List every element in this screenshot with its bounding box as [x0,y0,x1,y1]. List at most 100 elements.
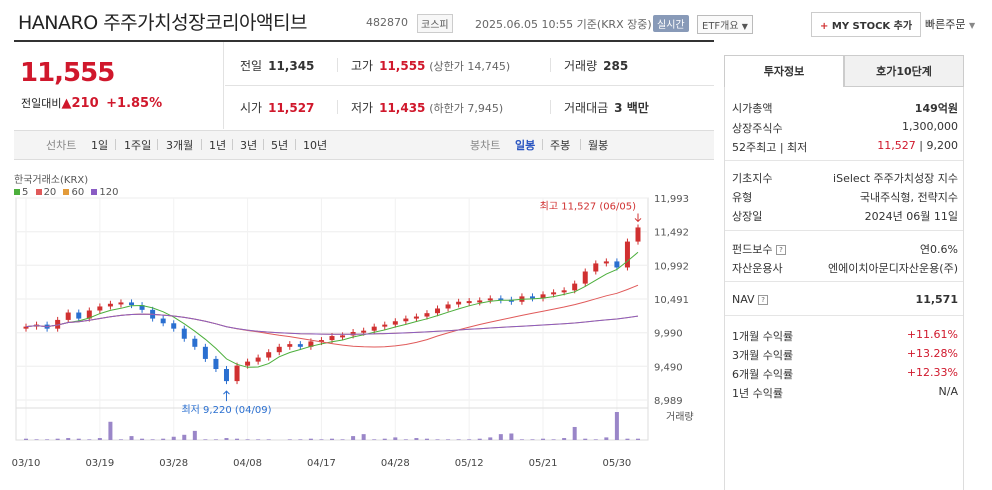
candle-chart-label[interactable]: 봉차트 [470,139,501,152]
volume-bar [224,438,229,440]
volume-bar [235,438,240,440]
etf-overview-dropdown[interactable]: ETF개요 ▼ [697,15,753,34]
candle-body [614,261,620,268]
prev-close-row: 전일 11,345 [240,59,315,73]
volume-bar [24,438,28,440]
help-icon[interactable]: ? [758,295,769,305]
divider [337,100,338,114]
tab-1y[interactable]: 1년 [209,139,227,152]
quick-order-button[interactable]: 빠른주문 ▼ [925,16,975,32]
volume-bar [129,436,134,440]
quick-order-label: 빠른주문 [925,18,966,31]
volume-bar [446,439,451,440]
volume-bar [625,438,630,440]
candle-body [487,298,493,301]
volume-bar [118,439,123,440]
tab-investment-info[interactable]: 투자정보 [724,55,844,87]
high-row: 고가 11,555 (상한가 14,745) [351,59,511,73]
volume-bar [192,430,197,440]
ma20-swatch [35,189,42,195]
tab-1d[interactable]: 1일 [91,139,109,152]
volume-bar [87,439,92,440]
data-source: 한국거래소(KRX) [14,175,89,186]
volume-bar [477,438,482,440]
line-chart-label[interactable]: 선차트 [46,139,77,152]
ma60-label: 60 [71,187,85,198]
volume-bar [182,434,187,440]
tab-weekly[interactable]: 주봉 [550,139,571,152]
ma60-line [25,313,639,335]
candle-body [624,241,630,268]
tab-3y[interactable]: 3년 [240,139,258,152]
candle-body [160,318,166,324]
tab-orderbook[interactable]: 호가10단계 [844,55,964,87]
divider [725,230,963,231]
tab-daily[interactable]: 일봉 [515,139,536,152]
y-tick-label: 11,993 [654,194,689,205]
candle-body [65,312,71,320]
volume-bar [403,439,408,440]
x-tick-label: 03/28 [159,458,188,469]
x-tick-label: 05/30 [602,458,631,469]
volume-bar [319,439,324,440]
candle-body [371,326,377,331]
volume-bar [530,439,535,440]
tab-5y[interactable]: 5년 [271,139,289,152]
candle-body [181,328,187,339]
candle-body [276,346,282,353]
tab-10y[interactable]: 10년 [303,139,328,152]
volume-bar [636,438,640,440]
volume-bar [393,437,398,440]
volume-bar [340,439,345,440]
tab-1w[interactable]: 1주일 [124,139,152,152]
volume-bar [308,438,313,440]
candle-body [107,303,113,307]
y-tick-label: 10,992 [654,261,689,272]
volume-bar [97,438,102,440]
volume-bar [488,437,493,440]
volume-row: 거래량 285 [564,59,629,73]
volume-bar [351,436,356,440]
divider [337,58,338,72]
chart-frame [15,197,649,441]
y-tick-label: 8,989 [654,396,683,407]
change-percent: +1.85% [106,96,163,111]
candle-body [266,352,272,358]
volume-bar [361,434,366,440]
tab-3m[interactable]: 3개월 [166,139,194,152]
candle-body [129,302,135,306]
candle-body [561,290,567,293]
change-amount: ▲210 [61,96,99,111]
volume-bar [45,439,50,440]
volume-bar [140,438,145,440]
candle-body [23,326,29,329]
help-icon[interactable]: ? [775,245,786,255]
divider [157,139,158,150]
price-chart[interactable]: 11,993 11,492 10,992 10,491 9,990 9,490 8,989 0… [0,190,714,490]
plus-icon: + [820,21,829,32]
y-tick-label: 9,990 [654,329,683,340]
candle-body [540,294,546,299]
tab-monthly[interactable]: 월봉 [588,139,609,152]
volume-label: 거래량 [666,411,694,423]
y-tick-label: 11,492 [654,228,689,239]
add-mystock-button[interactable]: + MY STOCK 추가 [811,12,922,37]
volume-bar [604,437,609,440]
candle-body [86,310,92,319]
ma120-label: 120 [99,187,119,198]
volume-bar [298,439,303,440]
amount-row: 거래대금 3 백만 [564,101,649,115]
volume-bar [424,438,429,440]
volume-bar [414,438,419,440]
candle-body [55,319,61,329]
current-price-panel [14,42,224,129]
divider [725,315,963,316]
open-row: 시가 11,527 [240,101,315,115]
volume-bar [245,439,250,440]
realtime-badge[interactable]: 실시간 [653,15,689,32]
divider [542,139,543,150]
volume-bar [330,438,334,440]
ma60-swatch [63,189,70,195]
candle-body [234,365,240,382]
ma5-label: 5 [22,187,29,198]
